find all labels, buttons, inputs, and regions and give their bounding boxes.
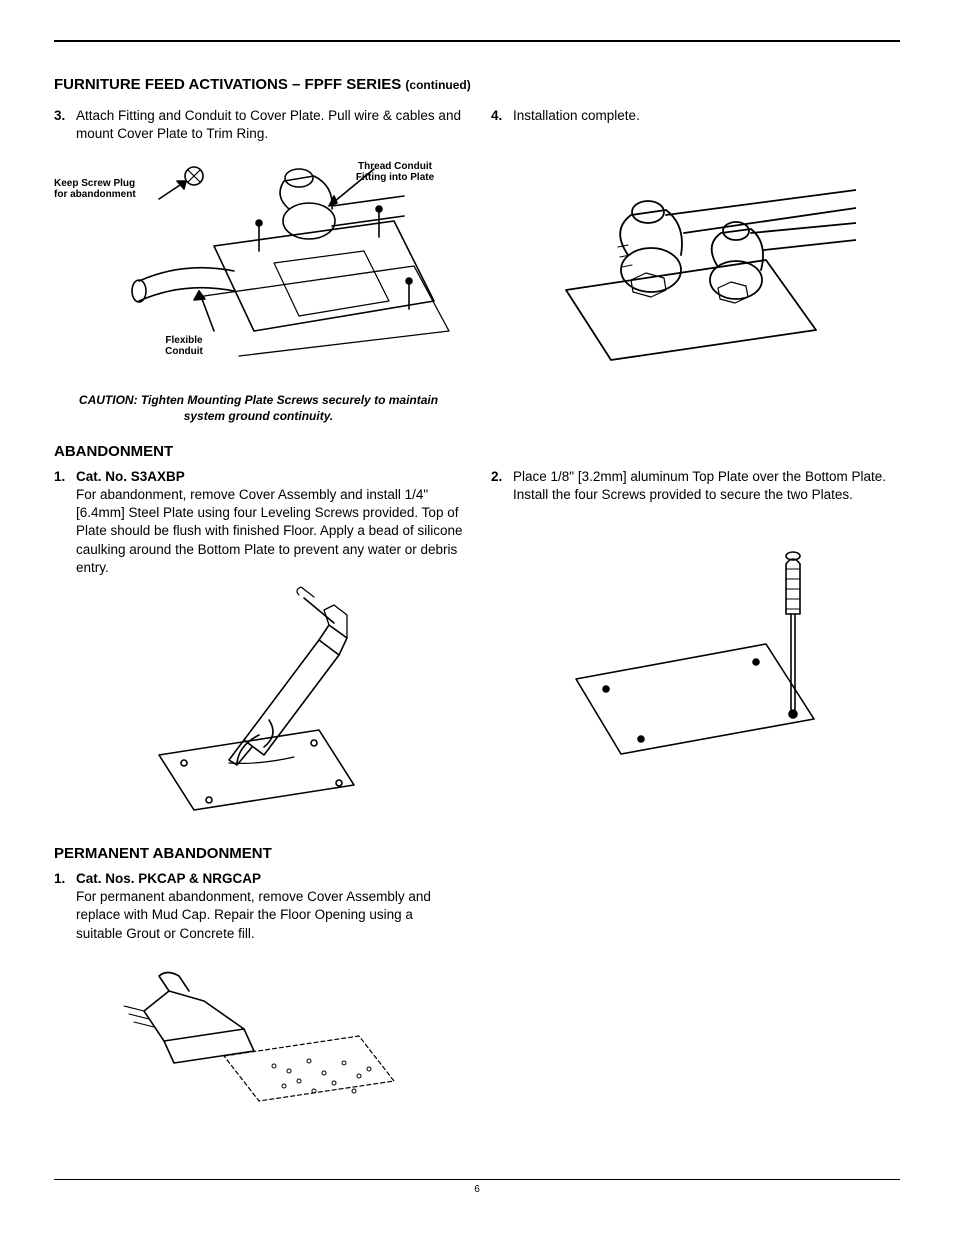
permanent-row: 1. Cat. Nos. PKCAP & NRGCAP For permanen… [54,870,900,1123]
permanent-title: PERMANENT ABANDONMENT [54,845,900,862]
step-number: 2. [491,468,513,504]
abandonment-step-2: 2. Place 1/8" [3.2mm] aluminum Top Plate… [491,468,900,504]
fpff-step-3: 3. Attach Fitting and Conduit to Cover P… [54,107,463,143]
step-lead: Cat. No. S3AXBP [76,469,185,484]
step-number: 4. [491,107,513,125]
step-text: For abandonment, remove Cover Assembly a… [76,487,463,575]
abandonment-row: 1. Cat. No. S3AXBP For abandonment, remo… [54,468,900,827]
title-main: FURNITURE FEED ACTIVATIONS – FPFF SERIES [54,76,401,93]
callout-thread-conduit: Thread ConduitFitting into Plate [340,161,450,183]
step-lead: Cat. Nos. PKCAP & NRGCAP [76,871,261,886]
step-text: Installation complete. [513,107,900,125]
abandonment-title: ABANDONMENT [54,443,900,460]
abandonment-fig1 [54,585,463,815]
title-continued: (continued) [405,78,470,92]
callout-keep-screw: Keep Screw Plugfor abandonment [54,178,164,200]
caution-text: CAUTION: Tighten Mounting Plate Screws s… [79,393,439,424]
step-text: Place 1/8" [3.2mm] aluminum Top Plate ov… [513,468,900,504]
callout-flexible-conduit: FlexibleConduit [149,335,219,357]
fpff-fig4 [491,175,900,365]
step-number: 1. [54,870,76,943]
abandonment-step-1: 1. Cat. No. S3AXBP For abandonment, remo… [54,468,463,577]
permanent-step-1: 1. Cat. Nos. PKCAP & NRGCAP For permanen… [54,870,463,943]
abandonment-fig2 [491,534,900,764]
footer: 6 [54,1179,900,1195]
step-text: For permanent abandonment, remove Cover … [76,889,431,940]
step-number: 1. [54,468,76,577]
section-title: FURNITURE FEED ACTIVATIONS – FPFF SERIES… [54,76,900,93]
top-rule [54,40,900,42]
permanent-fig1 [54,951,463,1111]
fpff-row: 3. Attach Fitting and Conduit to Cover P… [54,107,900,425]
fpff-step-4: 4. Installation complete. [491,107,900,125]
step-text: Attach Fitting and Conduit to Cover Plat… [76,107,463,143]
page-number: 6 [474,1184,480,1195]
step-number: 3. [54,107,76,143]
